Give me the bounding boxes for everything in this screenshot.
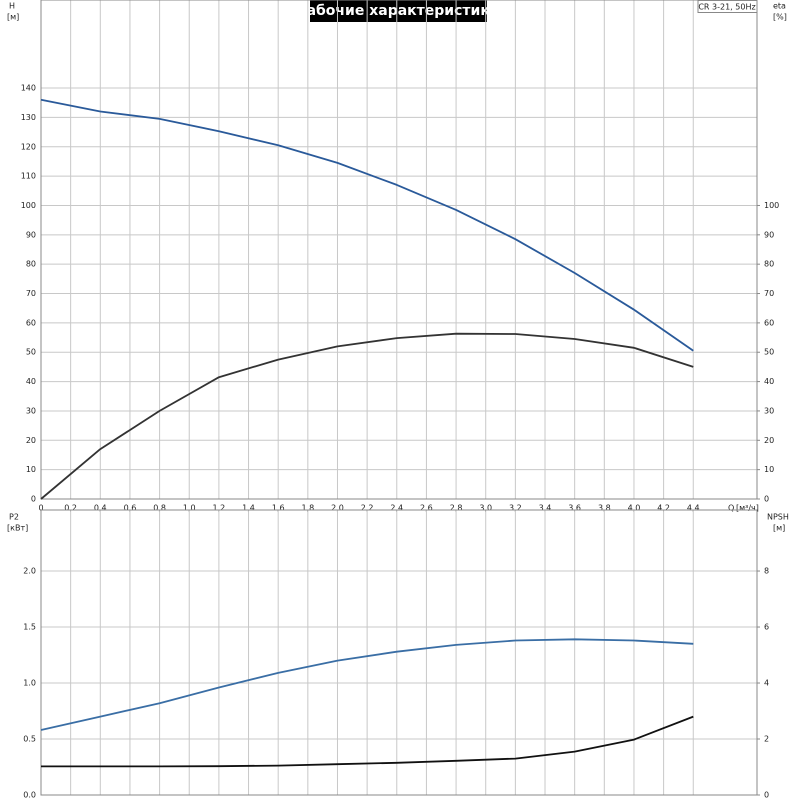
y2-tick-label: 4 bbox=[764, 679, 769, 688]
curve bbox=[41, 715, 694, 768]
y2-tick-label: 2 bbox=[764, 735, 769, 744]
x-tick-label: 2,4 bbox=[390, 504, 403, 513]
x-axis-label: Q bbox=[728, 504, 734, 513]
y2-tick-label: 90 bbox=[764, 230, 774, 239]
y-tick-label: 120 bbox=[21, 142, 36, 151]
x-tick-label: 2,8 bbox=[450, 504, 463, 513]
y-tick-label: 10 bbox=[26, 465, 36, 474]
y2-tick-label: 100 bbox=[764, 201, 779, 210]
x-tick-label: 1,2 bbox=[213, 504, 226, 513]
y-tick-label: 0 bbox=[31, 495, 36, 504]
x-tick-label: 1,4 bbox=[242, 504, 255, 513]
y-tick-label: 0.5 bbox=[23, 735, 36, 744]
y-tick-label: 30 bbox=[26, 406, 36, 415]
x-tick-label: 2,6 bbox=[420, 504, 433, 513]
y-axis-label: H bbox=[9, 2, 15, 11]
curve bbox=[40, 638, 694, 731]
x-axis-unit: [м³/ч] bbox=[736, 504, 759, 513]
y-tick-label: 60 bbox=[26, 318, 36, 327]
plot-frame bbox=[40, 0, 758, 500]
y-axis-unit: [кВт] bbox=[7, 524, 28, 533]
y2-tick-label: 0 bbox=[764, 495, 769, 504]
x-tick-label: 2,0 bbox=[331, 504, 344, 513]
x-tick-label: 0,4 bbox=[94, 504, 107, 513]
y-tick-label: 100 bbox=[21, 201, 36, 210]
x-tick-label: 3,0 bbox=[479, 504, 492, 513]
y-tick-label: 0.0 bbox=[23, 791, 36, 800]
y-tick-label: 40 bbox=[26, 377, 36, 386]
y2-tick-label: 0 bbox=[764, 791, 769, 800]
y-axis-label: P2 bbox=[9, 513, 19, 522]
x-tick-label: 3,8 bbox=[598, 504, 611, 513]
x-tick-label: 3,4 bbox=[539, 504, 552, 513]
y2-tick-label: 6 bbox=[764, 623, 769, 632]
y-tick-label: 70 bbox=[26, 289, 36, 298]
y2-axis-unit: [%] bbox=[773, 13, 787, 22]
y2-tick-label: 10 bbox=[764, 465, 774, 474]
title-box bbox=[310, 0, 487, 22]
y-tick-label: 1.5 bbox=[23, 623, 36, 632]
x-tick-label: 1,0 bbox=[183, 504, 196, 513]
x-tick-label: 0,8 bbox=[153, 504, 166, 513]
x-tick-label: 4,0 bbox=[628, 504, 641, 513]
x-tick-label: 3,2 bbox=[509, 504, 522, 513]
x-tick-label: 1,6 bbox=[272, 504, 285, 513]
y-axis-unit: [м] bbox=[7, 13, 19, 22]
y2-axis-label: NPSH bbox=[767, 513, 789, 522]
y-tick-label: 130 bbox=[21, 113, 36, 122]
y2-tick-label: 60 bbox=[764, 318, 774, 327]
y-tick-label: 1.0 bbox=[23, 679, 36, 688]
x-tick-label: 1,8 bbox=[301, 504, 314, 513]
y-tick-label: 2.0 bbox=[23, 567, 36, 576]
x-tick-label: 4,4 bbox=[687, 504, 700, 513]
y2-tick-label: 40 bbox=[764, 377, 774, 386]
y-tick-label: 80 bbox=[26, 260, 36, 269]
x-tick-label: 0 bbox=[38, 504, 43, 513]
x-tick-label: 3,6 bbox=[568, 504, 581, 513]
y2-tick-label: 8 bbox=[764, 567, 769, 576]
y2-tick-label: 80 bbox=[764, 260, 774, 269]
curve bbox=[40, 98, 694, 352]
y-tick-label: 110 bbox=[21, 172, 36, 181]
y-tick-label: 20 bbox=[26, 436, 36, 445]
chart-title: Рабочие характеристики bbox=[296, 3, 499, 19]
y-tick-label: 140 bbox=[21, 84, 36, 93]
y2-tick-label: 30 bbox=[764, 406, 774, 415]
model-label: CR 3-21, 50Hz bbox=[698, 3, 755, 12]
y-tick-label: 90 bbox=[26, 230, 36, 239]
x-tick-label: 0,6 bbox=[124, 504, 137, 513]
y-tick-label: 50 bbox=[26, 348, 36, 357]
plot-frame bbox=[40, 509, 758, 796]
curve bbox=[40, 332, 694, 500]
y2-tick-label: 70 bbox=[764, 289, 774, 298]
y2-axis-label: eta bbox=[773, 2, 786, 11]
x-tick-label: 2,2 bbox=[361, 504, 374, 513]
y2-axis-unit: [м] bbox=[773, 524, 785, 533]
x-tick-label: 0,2 bbox=[64, 504, 77, 513]
y2-tick-label: 20 bbox=[764, 436, 774, 445]
x-tick-label: 4,2 bbox=[657, 504, 670, 513]
y2-tick-label: 50 bbox=[764, 348, 774, 357]
